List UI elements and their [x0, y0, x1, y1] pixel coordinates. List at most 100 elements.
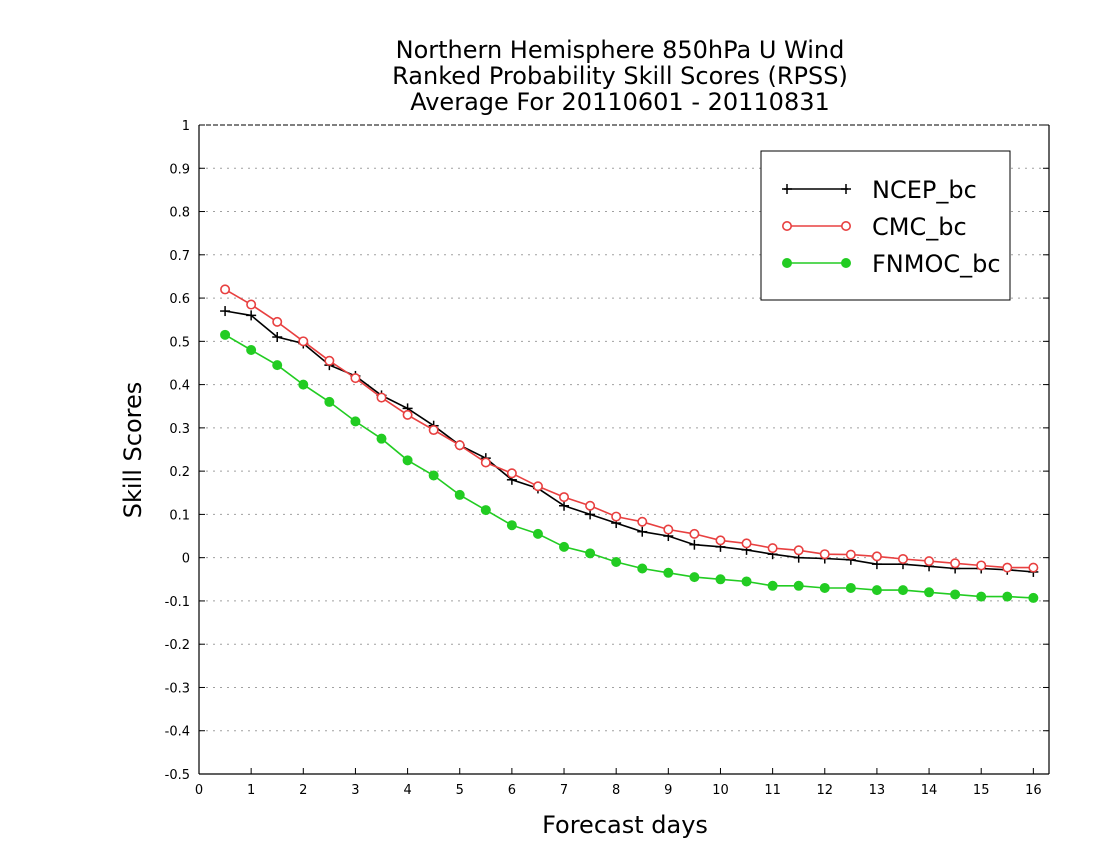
x-tick-label-9: 9	[664, 783, 672, 798]
point-fnmoc-bc-6	[376, 433, 387, 444]
point-fnmoc-bc-17	[663, 567, 674, 578]
legend-marker-start-ncep-bc	[782, 184, 792, 194]
point-cmc-bc-15	[611, 511, 622, 522]
point-fnmoc-bc-8	[428, 470, 439, 481]
legend-item-cmc-bc: CMC_bc	[781, 213, 967, 241]
x-tick-label-15: 15	[973, 783, 990, 798]
point-cmc-bc-1	[246, 299, 257, 310]
series-line-ncep-bc	[224, 310, 1034, 573]
point-ncep-bc-13	[559, 500, 570, 511]
point-cmc-bc-19	[715, 535, 726, 546]
point-fnmoc-bc-21	[767, 580, 778, 591]
legend-marker-end-ncep-bc	[841, 184, 851, 194]
point-fnmoc-bc-4	[324, 396, 335, 407]
y-tick-label-7: 0.2	[169, 465, 190, 480]
x-tick-label-1: 1	[247, 783, 255, 798]
y-tick-label-0: -0.5	[165, 768, 190, 783]
y-axis-ticks: -0.5 -0.4 -0.3 -0.2 -0.1 0 0.1 0.2 0.3 0.4 0.5 0.6 0…	[165, 119, 1049, 783]
point-ncep-bc-1	[246, 310, 257, 321]
legend-marker-end-cmc-bc	[840, 221, 851, 232]
point-cmc-bc-7	[402, 409, 413, 420]
legend-label-cmc-bc: CMC_bc	[872, 213, 967, 241]
point-cmc-bc-0	[220, 284, 231, 295]
y-tick-label-4: -0.1	[165, 595, 190, 610]
point-fnmoc-bc-16	[637, 563, 648, 574]
series-line-cmc-bc	[224, 288, 1034, 569]
point-fnmoc-bc-23	[819, 582, 830, 593]
point-fnmoc-bc-31	[1028, 592, 1039, 603]
point-cmc-bc-4	[324, 355, 335, 366]
point-fnmoc-bc-9	[454, 489, 465, 500]
point-cmc-bc-24	[845, 549, 856, 560]
point-cmc-bc-31	[1028, 562, 1039, 573]
point-fnmoc-bc-1	[246, 344, 257, 355]
point-fnmoc-bc-19	[715, 574, 726, 585]
point-cmc-bc-30	[1002, 562, 1013, 573]
y-axis-label: Skill Scores	[119, 382, 147, 519]
point-fnmoc-bc-13	[559, 541, 570, 552]
point-cmc-bc-13	[559, 492, 570, 503]
title-line-1: Northern Hemisphere 850hPa U Wind	[396, 36, 845, 64]
point-cmc-bc-6	[376, 392, 387, 403]
point-cmc-bc-21	[767, 543, 778, 554]
x-tick-label-4: 4	[403, 783, 411, 798]
point-fnmoc-bc-27	[924, 587, 935, 598]
point-fnmoc-bc-20	[741, 576, 752, 587]
x-axis-label: Forecast days	[542, 811, 708, 839]
point-fnmoc-bc-30	[1002, 591, 1013, 602]
x-tick-label-3: 3	[351, 783, 359, 798]
legend-item-fnmoc-bc: FNMOC_bc	[782, 250, 1001, 278]
point-cmc-bc-14	[585, 500, 596, 511]
point-fnmoc-bc-14	[585, 548, 596, 559]
point-fnmoc-bc-18	[689, 572, 700, 583]
point-fnmoc-bc-22	[793, 580, 804, 591]
y-tick-label-8: 0.3	[169, 422, 190, 437]
x-tick-label-12: 12	[816, 783, 833, 798]
legend-marker-end-fnmoc-bc	[841, 258, 851, 268]
point-fnmoc-bc-5	[350, 416, 361, 427]
chart-title: Northern Hemisphere 850hPa U Wind Ranked…	[392, 36, 848, 116]
x-tick-label-14: 14	[921, 783, 938, 798]
y-tick-label-5: 0	[182, 552, 190, 567]
point-ncep-bc-16	[637, 526, 648, 537]
y-tick-label-6: 0.1	[169, 508, 190, 523]
point-cmc-bc-5	[350, 373, 361, 384]
title-line-3: Average For 20110601 - 20110831	[410, 88, 830, 116]
x-tick-label-2: 2	[299, 783, 307, 798]
title-line-2: Ranked Probability Skill Scores (RPSS)	[392, 62, 848, 90]
series-fnmoc-bc	[220, 329, 1039, 603]
legend-marker-start-cmc-bc	[781, 221, 792, 232]
point-fnmoc-bc-7	[402, 455, 413, 466]
point-fnmoc-bc-26	[897, 585, 908, 596]
x-tick-label-5: 5	[456, 783, 464, 798]
point-cmc-bc-28	[950, 558, 961, 569]
point-cmc-bc-16	[637, 516, 648, 527]
point-fnmoc-bc-2	[272, 360, 283, 371]
point-cmc-bc-18	[689, 528, 700, 539]
point-cmc-bc-25	[871, 551, 882, 562]
x-axis-ticks: 0 1 2 3 4 5 6 7 8 9 10 11 12 13 14 15 16	[195, 768, 1042, 798]
x-tick-label-11: 11	[764, 783, 781, 798]
point-fnmoc-bc-12	[532, 528, 543, 539]
point-fnmoc-bc-29	[976, 591, 987, 602]
y-tick-label-15: 1	[182, 119, 190, 134]
point-cmc-bc-3	[298, 336, 309, 347]
point-cmc-bc-22	[793, 545, 804, 556]
point-ncep-bc-18	[689, 539, 700, 550]
point-cmc-bc-10	[480, 457, 491, 468]
point-cmc-bc-9	[454, 440, 465, 451]
point-fnmoc-bc-3	[298, 379, 309, 390]
point-cmc-bc-26	[897, 553, 908, 564]
series-cmc-bc	[220, 284, 1039, 573]
axes	[198, 124, 1050, 775]
point-cmc-bc-2	[272, 316, 283, 327]
x-tick-label-16: 16	[1025, 783, 1042, 798]
y-tick-label-11: 0.6	[169, 292, 190, 307]
x-tick-label-7: 7	[560, 783, 568, 798]
point-cmc-bc-29	[976, 560, 987, 571]
legend-label-ncep-bc: NCEP_bc	[872, 176, 977, 204]
point-fnmoc-bc-0	[220, 329, 231, 340]
y-tick-label-1: -0.4	[165, 725, 190, 740]
x-tick-label-13: 13	[869, 783, 886, 798]
